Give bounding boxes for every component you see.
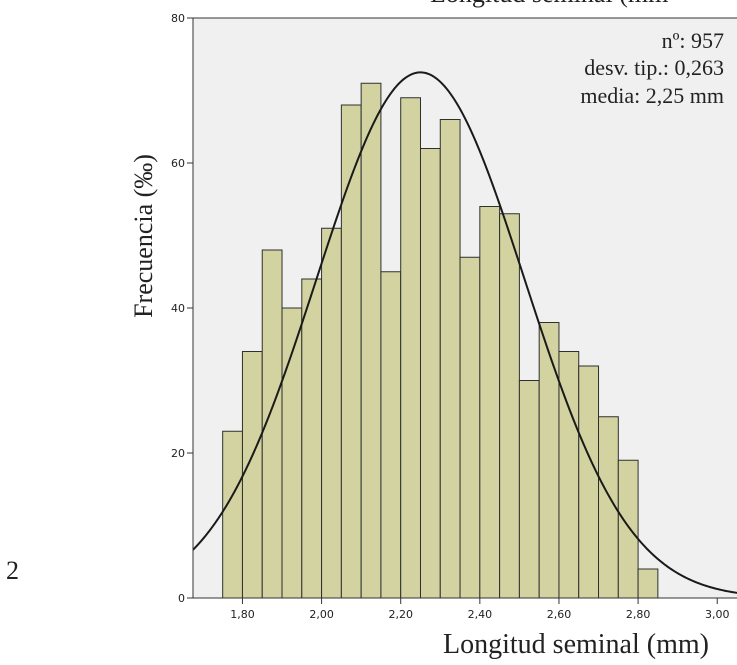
annotation-mean: media: 2,25 mm [580, 83, 724, 108]
normal-curve [193, 71, 737, 594]
x-tick-label: 1,80 [230, 608, 255, 621]
page-number: 2 [6, 556, 19, 585]
x-tick-label: 3,00 [705, 608, 730, 621]
y-ticks-group: 0 20 40 60 80 [171, 12, 193, 605]
x-tick-label: 2,40 [468, 608, 493, 621]
x-ticks-group: 1,80 2,00 2,20 2,40 2,60 2,80 3,00 [230, 598, 729, 621]
histogram-bar [617, 459, 639, 598]
x-tick-label: 2,80 [626, 608, 651, 621]
histogram-bar [439, 119, 461, 598]
y-tick-label: 0 [178, 592, 185, 605]
histogram-bar [301, 278, 323, 598]
histogram-bar [479, 206, 501, 598]
histogram-bar [241, 351, 263, 598]
chart-title: Longitud seminal (mm [430, 0, 668, 8]
x-tick-label: 2,00 [309, 608, 334, 621]
y-tick-label: 40 [171, 302, 185, 315]
y-tick-label: 80 [171, 12, 185, 25]
histogram-bar [321, 227, 342, 598]
x-axis-label: Longitud seminal (mm) [443, 629, 709, 660]
histogram-bar [578, 365, 600, 598]
histogram-bar [518, 380, 540, 598]
histogram-bar [360, 82, 382, 598]
y-tick-label: 60 [171, 157, 185, 170]
histogram-bar [499, 213, 520, 598]
histogram-bar [459, 256, 481, 598]
histogram-bar [400, 97, 421, 598]
annotation-n: nº: 957 [662, 28, 724, 53]
annotation-sd: desv. tip.: 0,263 [584, 55, 724, 80]
histogram-bar [419, 148, 441, 598]
bars-group [222, 82, 659, 598]
histogram-bar [538, 322, 560, 598]
histogram-bar [222, 430, 243, 598]
y-tick-label: 20 [171, 447, 185, 460]
y-axis-label: Frecuencia (‰) [129, 154, 158, 318]
x-tick-label: 2,60 [547, 608, 572, 621]
histogram-bar [637, 568, 659, 598]
histogram-bar [380, 271, 402, 598]
x-tick-label: 2,20 [388, 608, 413, 621]
